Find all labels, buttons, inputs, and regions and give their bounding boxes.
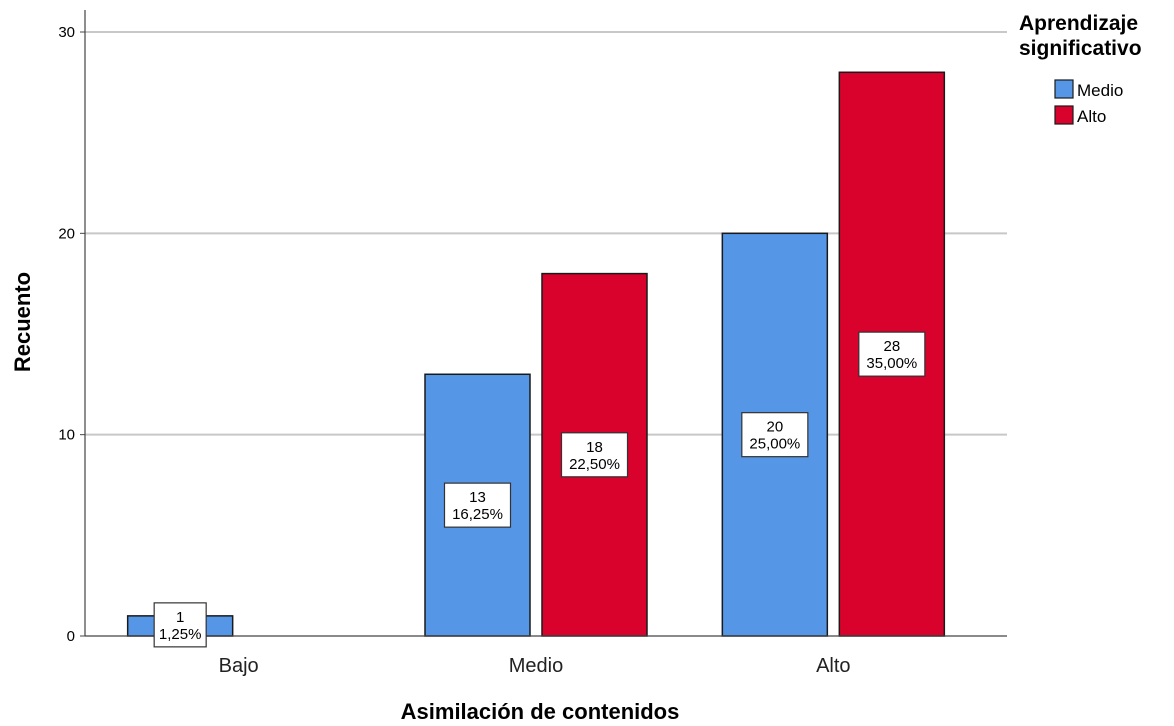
y-tick-label: 10 xyxy=(58,427,75,444)
data-label-percent: 25,00% xyxy=(749,436,800,453)
x-tick-label: Medio xyxy=(509,655,563,677)
data-label: 11,25% xyxy=(153,602,207,648)
legend-swatch-medio xyxy=(1054,79,1074,99)
legend-label-alto: Alto xyxy=(1077,107,1106,126)
data-label-box xyxy=(741,412,809,458)
y-tick-label: 30 xyxy=(58,24,75,41)
bars xyxy=(126,71,946,637)
legend: Aprendizaje significativo Medio Alto xyxy=(1019,12,1142,126)
legend-swatch-alto xyxy=(1054,105,1074,125)
y-tick-label: 0 xyxy=(67,628,75,645)
data-label-box xyxy=(560,432,629,478)
x-tick-label: Bajo xyxy=(219,655,259,677)
legend-title-line-1: Aprendizaje xyxy=(1019,12,1138,35)
data-label-count: 18 xyxy=(586,439,603,456)
data-label-box xyxy=(443,482,512,528)
data-label-percent: 16,25% xyxy=(452,506,503,523)
data-label-count: 28 xyxy=(883,338,900,355)
data-label-box xyxy=(858,331,926,377)
y-axis-title: Recuento xyxy=(10,272,35,372)
x-tick-label: Alto xyxy=(816,655,850,677)
data-label-percent: 35,00% xyxy=(866,355,917,372)
data-label-count: 20 xyxy=(766,419,783,436)
data-label-count: 1 xyxy=(176,609,184,626)
y-tick-label: 20 xyxy=(58,225,75,242)
data-label-percent: 22,50% xyxy=(569,456,620,473)
data-label-box xyxy=(153,602,207,648)
x-axis-title: Asimilación de contenidos xyxy=(401,699,680,724)
axes: 0 10 20 30 Bajo Medio Alto xyxy=(58,10,1007,677)
legend-label-medio: Medio xyxy=(1077,81,1123,100)
legend-title-line-2: significativo xyxy=(1019,37,1142,60)
data-label-percent: 1,25% xyxy=(159,626,202,643)
data-label-count: 13 xyxy=(469,489,486,506)
